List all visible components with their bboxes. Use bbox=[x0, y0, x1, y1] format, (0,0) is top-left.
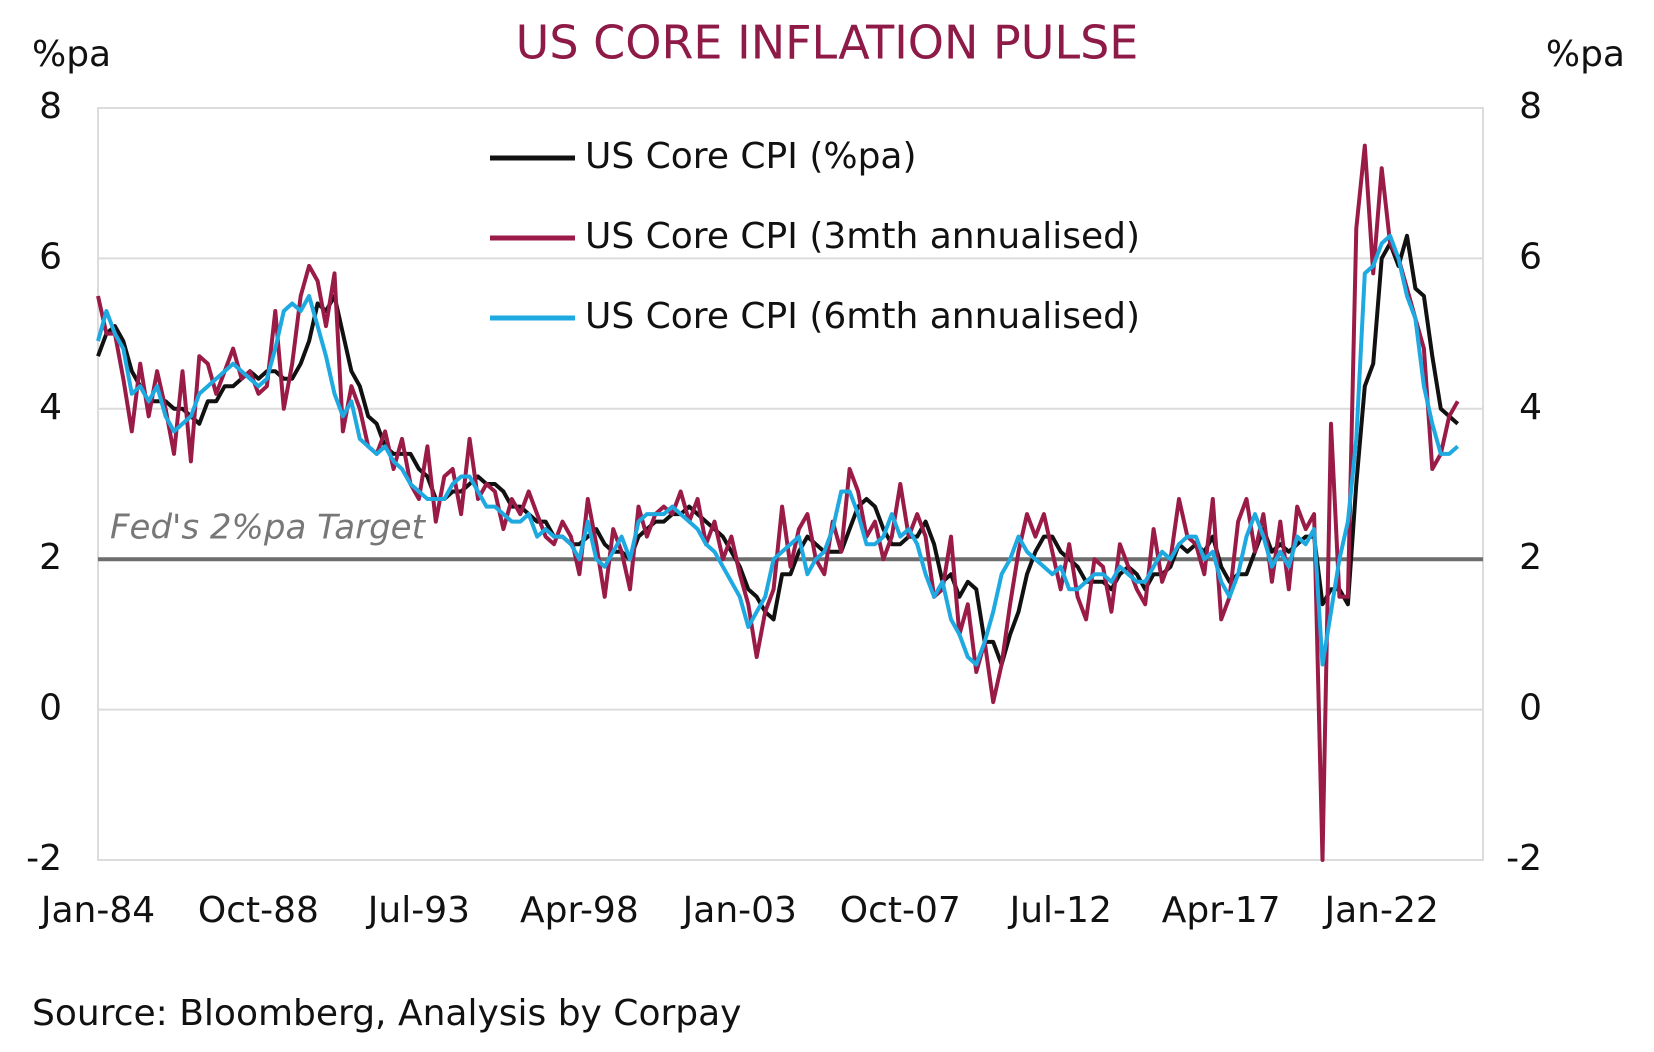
y2-tick-label: 2 bbox=[1519, 537, 1542, 578]
y-tick-label: 6 bbox=[39, 236, 62, 277]
y-tick-label: 4 bbox=[39, 387, 62, 428]
y-tick-label: -2 bbox=[26, 838, 62, 879]
x-tick-label: Oct-88 bbox=[198, 890, 319, 931]
annotation: Fed's 2%pa Target bbox=[110, 508, 427, 548]
y-tick-label: 0 bbox=[39, 688, 62, 729]
chart-title: US CORE INFLATION PULSE bbox=[516, 16, 1139, 70]
legend-label: US Core CPI (3mth annualised) bbox=[585, 216, 1140, 257]
y-axis-label: %pa bbox=[32, 34, 111, 75]
x-tick-label: Apr-98 bbox=[520, 890, 639, 931]
legend-label: US Core CPI (%pa) bbox=[585, 136, 917, 177]
y2-tick-label: 4 bbox=[1519, 387, 1542, 428]
y2-tick-label: -2 bbox=[1506, 838, 1542, 879]
y-tick-label: 8 bbox=[39, 86, 62, 127]
source-note: Source: Bloomberg, Analysis by Corpay bbox=[32, 993, 742, 1034]
x-tick-label: Jan-84 bbox=[39, 890, 155, 931]
x-tick-label: Jul-93 bbox=[366, 890, 470, 931]
y-tick-label: 2 bbox=[39, 537, 62, 578]
plot-border bbox=[97, 107, 1484, 861]
y2-tick-label: 0 bbox=[1519, 688, 1542, 729]
x-tick-label: Jul-12 bbox=[1008, 890, 1112, 931]
y2-tick-label: 8 bbox=[1519, 86, 1542, 127]
series-line bbox=[96, 143, 1460, 862]
legend-label: US Core CPI (6mth annualised) bbox=[585, 296, 1140, 337]
series-line bbox=[96, 233, 1460, 667]
x-tick-label: Jan-03 bbox=[681, 890, 797, 931]
y2-axis-label: %pa bbox=[1546, 34, 1625, 75]
y2-tick-label: 6 bbox=[1519, 236, 1542, 277]
x-tick-label: Jan-22 bbox=[1323, 890, 1439, 931]
x-tick-label: Oct-07 bbox=[840, 890, 961, 931]
x-tick-label: Apr-17 bbox=[1162, 890, 1281, 931]
